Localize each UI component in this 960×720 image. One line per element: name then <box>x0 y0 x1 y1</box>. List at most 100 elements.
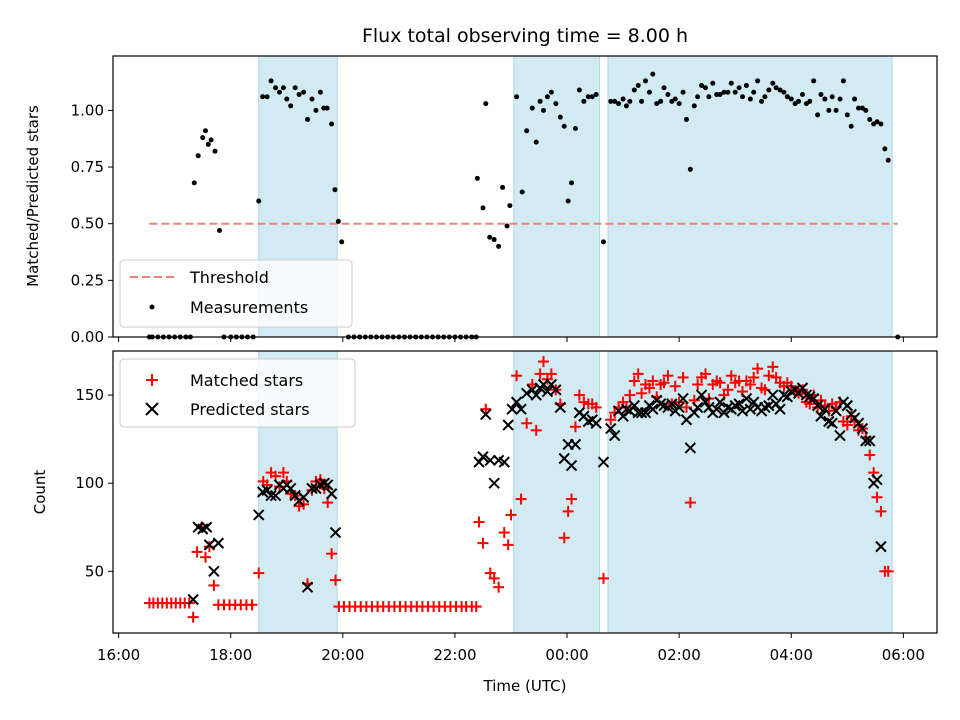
measurement-point <box>296 92 302 98</box>
measurement-point <box>643 78 649 84</box>
matched-legend-marker <box>146 374 158 386</box>
measurement-point <box>627 98 633 104</box>
measurement-point <box>589 94 595 100</box>
predicted-point <box>830 405 842 417</box>
matched-point <box>566 493 578 505</box>
measurement-point <box>725 89 731 95</box>
matched-point <box>253 567 265 579</box>
measurement-point <box>309 96 315 102</box>
matched-point <box>636 387 648 399</box>
matched-point <box>871 491 883 503</box>
measurement-point <box>205 141 211 147</box>
measurement-point <box>324 105 330 111</box>
top-y-tick-label: 1.00 <box>71 101 104 119</box>
measurement-point <box>264 94 270 100</box>
predicted-point <box>647 403 659 415</box>
x-tick-label: 00:00 <box>545 646 588 664</box>
measurement-point <box>565 198 571 204</box>
measurement-point <box>519 189 525 195</box>
measurements-legend-label: Measurements <box>190 298 308 317</box>
top-y-tick-label: 0.00 <box>71 328 104 346</box>
measurement-point <box>200 135 206 141</box>
predicted-point <box>677 392 689 405</box>
measurement-point <box>784 94 790 100</box>
observing-window-bottom <box>607 350 893 634</box>
predicted-point <box>321 479 334 491</box>
predicted-point <box>860 435 872 447</box>
measurement-point <box>826 107 832 113</box>
predicted-point <box>819 403 831 415</box>
top-observing-windows <box>258 55 893 338</box>
top-axes-frame <box>112 55 938 338</box>
matched-point <box>473 516 485 528</box>
measurement-point <box>781 89 787 95</box>
matched-point <box>545 368 557 380</box>
measurement-point <box>639 98 645 104</box>
top-legend: Threshold Measurements <box>119 259 353 328</box>
predicted-point <box>807 392 820 405</box>
matched-point <box>763 370 775 382</box>
x-tick-label: 16:00 <box>97 646 140 664</box>
top-y-tick-label: 0.50 <box>71 215 104 233</box>
matched-point <box>493 581 505 593</box>
predicted-point <box>569 438 582 451</box>
predicted-point <box>484 454 496 466</box>
predicted-point <box>212 537 225 549</box>
bottom-y-tick-label: 150 <box>75 386 104 404</box>
measurement-point <box>507 203 513 209</box>
predicted-point <box>856 422 869 435</box>
matched-point <box>752 363 764 375</box>
measurement-point <box>576 87 582 93</box>
measurement-point <box>815 112 821 118</box>
predicted-point <box>208 565 220 578</box>
predicted-legend-marker <box>145 402 159 416</box>
measurement-point <box>504 223 510 229</box>
measurement-point <box>728 80 734 86</box>
measurement-point <box>840 78 846 84</box>
measurement-point <box>699 82 705 88</box>
measurement-point <box>710 80 716 86</box>
matched-point <box>191 546 203 558</box>
x-axis-label: Time (UTC) <box>483 677 567 695</box>
matched-point <box>187 611 199 623</box>
predicted-point <box>864 435 876 447</box>
measurement-point <box>856 105 862 111</box>
predicted-point <box>666 398 678 410</box>
matched-point <box>534 368 546 380</box>
measurement-point <box>706 94 712 100</box>
matched-legend-label: Matched stars <box>190 371 303 390</box>
predicted-point <box>695 389 708 401</box>
measurement-point <box>680 89 686 95</box>
predicted-point <box>200 521 213 533</box>
predicted-point <box>767 389 779 401</box>
matched-point <box>597 572 609 584</box>
observing-window-bottom <box>513 350 601 634</box>
predicted-legend-label: Predicted stars <box>190 400 310 419</box>
measurement-point <box>487 234 493 240</box>
measurement-point <box>256 198 262 204</box>
measurement-point <box>292 85 298 91</box>
measurement-point <box>665 92 671 98</box>
matched-point <box>558 532 570 544</box>
predicted-point <box>691 401 704 414</box>
measurement-point <box>867 116 873 122</box>
measurement-point <box>301 89 307 95</box>
matched-point <box>330 574 342 586</box>
measurement-point <box>600 239 606 245</box>
predicted-point <box>541 385 554 398</box>
measurement-point <box>799 92 805 98</box>
measurement-point <box>585 94 591 100</box>
predicted-point <box>673 401 685 414</box>
measurement-point <box>762 94 768 100</box>
measurement-point <box>572 126 578 132</box>
measurement-point <box>195 153 201 159</box>
measurement-point <box>852 96 858 102</box>
x-tick-label: 02:00 <box>658 646 701 664</box>
matched-point <box>573 389 585 401</box>
predicted-point <box>714 396 726 408</box>
predicted-point <box>498 456 510 468</box>
measurement-point <box>676 101 682 107</box>
predicted-point <box>590 417 602 429</box>
measurement-point <box>280 85 286 91</box>
predicted-point <box>284 482 297 495</box>
